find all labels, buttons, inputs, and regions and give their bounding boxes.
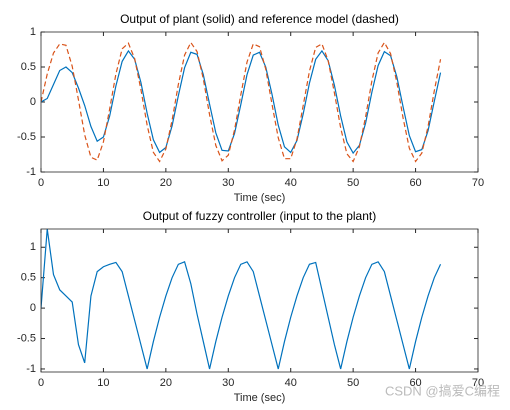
axes-box — [40, 31, 479, 173]
plot-area — [41, 32, 478, 172]
x-axis-label: Time (sec) — [234, 192, 286, 204]
y-tick-label: -0.5 — [17, 131, 36, 143]
axes-box — [40, 228, 479, 373]
x-tick-label: 40 — [285, 377, 297, 389]
y-tick-label: 0 — [30, 302, 36, 314]
x-tick-label: 20 — [160, 377, 172, 389]
x-tick-label: 10 — [97, 377, 109, 389]
series-line — [41, 41, 442, 163]
x-axis-label: Time (sec) — [234, 392, 286, 404]
y-tick-label: -1 — [26, 166, 36, 178]
x-tick-label: 50 — [347, 177, 359, 189]
x-tick-label: 0 — [38, 377, 44, 389]
y-tick-label: -0.5 — [17, 332, 36, 344]
x-tick-label: 40 — [285, 177, 297, 189]
x-tick-label: 20 — [160, 177, 172, 189]
y-tick-label: 0 — [30, 96, 36, 108]
x-tick-label: 30 — [222, 377, 234, 389]
x-tick-label: 70 — [472, 177, 484, 189]
x-tick-label: 70 — [472, 377, 484, 389]
chart-title: Output of fuzzy controller (input to the… — [143, 209, 376, 223]
x-tick-label: 60 — [409, 377, 421, 389]
x-tick-label: 0 — [38, 177, 44, 189]
plot-area — [41, 229, 478, 372]
x-tick-label: 60 — [409, 177, 421, 189]
y-tick-label: 1 — [30, 241, 36, 253]
watermark: CSDN @搞爱C编程 — [385, 383, 500, 398]
x-tick-label: 30 — [222, 177, 234, 189]
x-tick-label: 10 — [97, 177, 109, 189]
chart-title: Output of plant (solid) and reference mo… — [120, 12, 399, 26]
y-tick-label: 0.5 — [21, 61, 36, 73]
y-tick-label: -1 — [26, 363, 36, 375]
series-line — [41, 229, 442, 370]
y-tick-label: 1 — [30, 26, 36, 38]
y-tick-label: 0.5 — [21, 272, 36, 284]
x-tick-label: 50 — [347, 377, 359, 389]
